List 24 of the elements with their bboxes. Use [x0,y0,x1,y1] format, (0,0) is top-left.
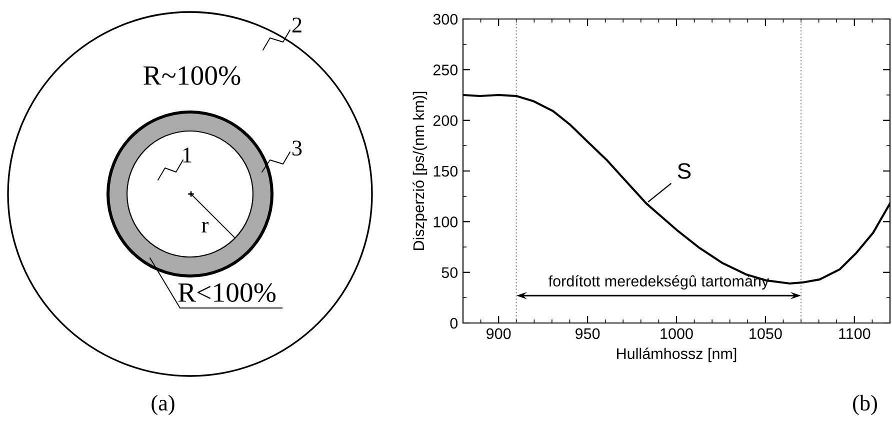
x-tick-label: 900 [486,328,511,340]
y-tick-label: 250 [433,64,458,76]
y-tick-label: 200 [433,115,458,126]
x-tick-label: 1000 [660,328,693,340]
text: 2 [292,18,302,32]
x-tick-label: 950 [576,328,600,340]
text: (a) [152,394,174,416]
x-tick-label: 1100 [839,328,870,340]
x-tick-label: 1050 [750,328,782,340]
y-tick-label: 50 [442,267,458,278]
annotation: fordított meredekségû tartomány [548,275,770,290]
text: 3 [292,140,302,156]
text: r [202,222,209,232]
text: 1 [183,148,192,162]
y-tick-label: 0 [450,318,458,329]
annotation: S [678,163,691,179]
y-tick-label: 300 [433,14,458,25]
x-axis-title: Hullámhossz [nm] [617,348,736,362]
y-tick-label: 100 [434,216,458,228]
y-axis-title: Diszperzió [ps/(nm km)] [412,92,428,250]
text: (b) [853,394,877,416]
text: R~100% [144,66,240,86]
text: R<100% [178,283,276,302]
y-tick-label: 150 [434,166,458,177]
